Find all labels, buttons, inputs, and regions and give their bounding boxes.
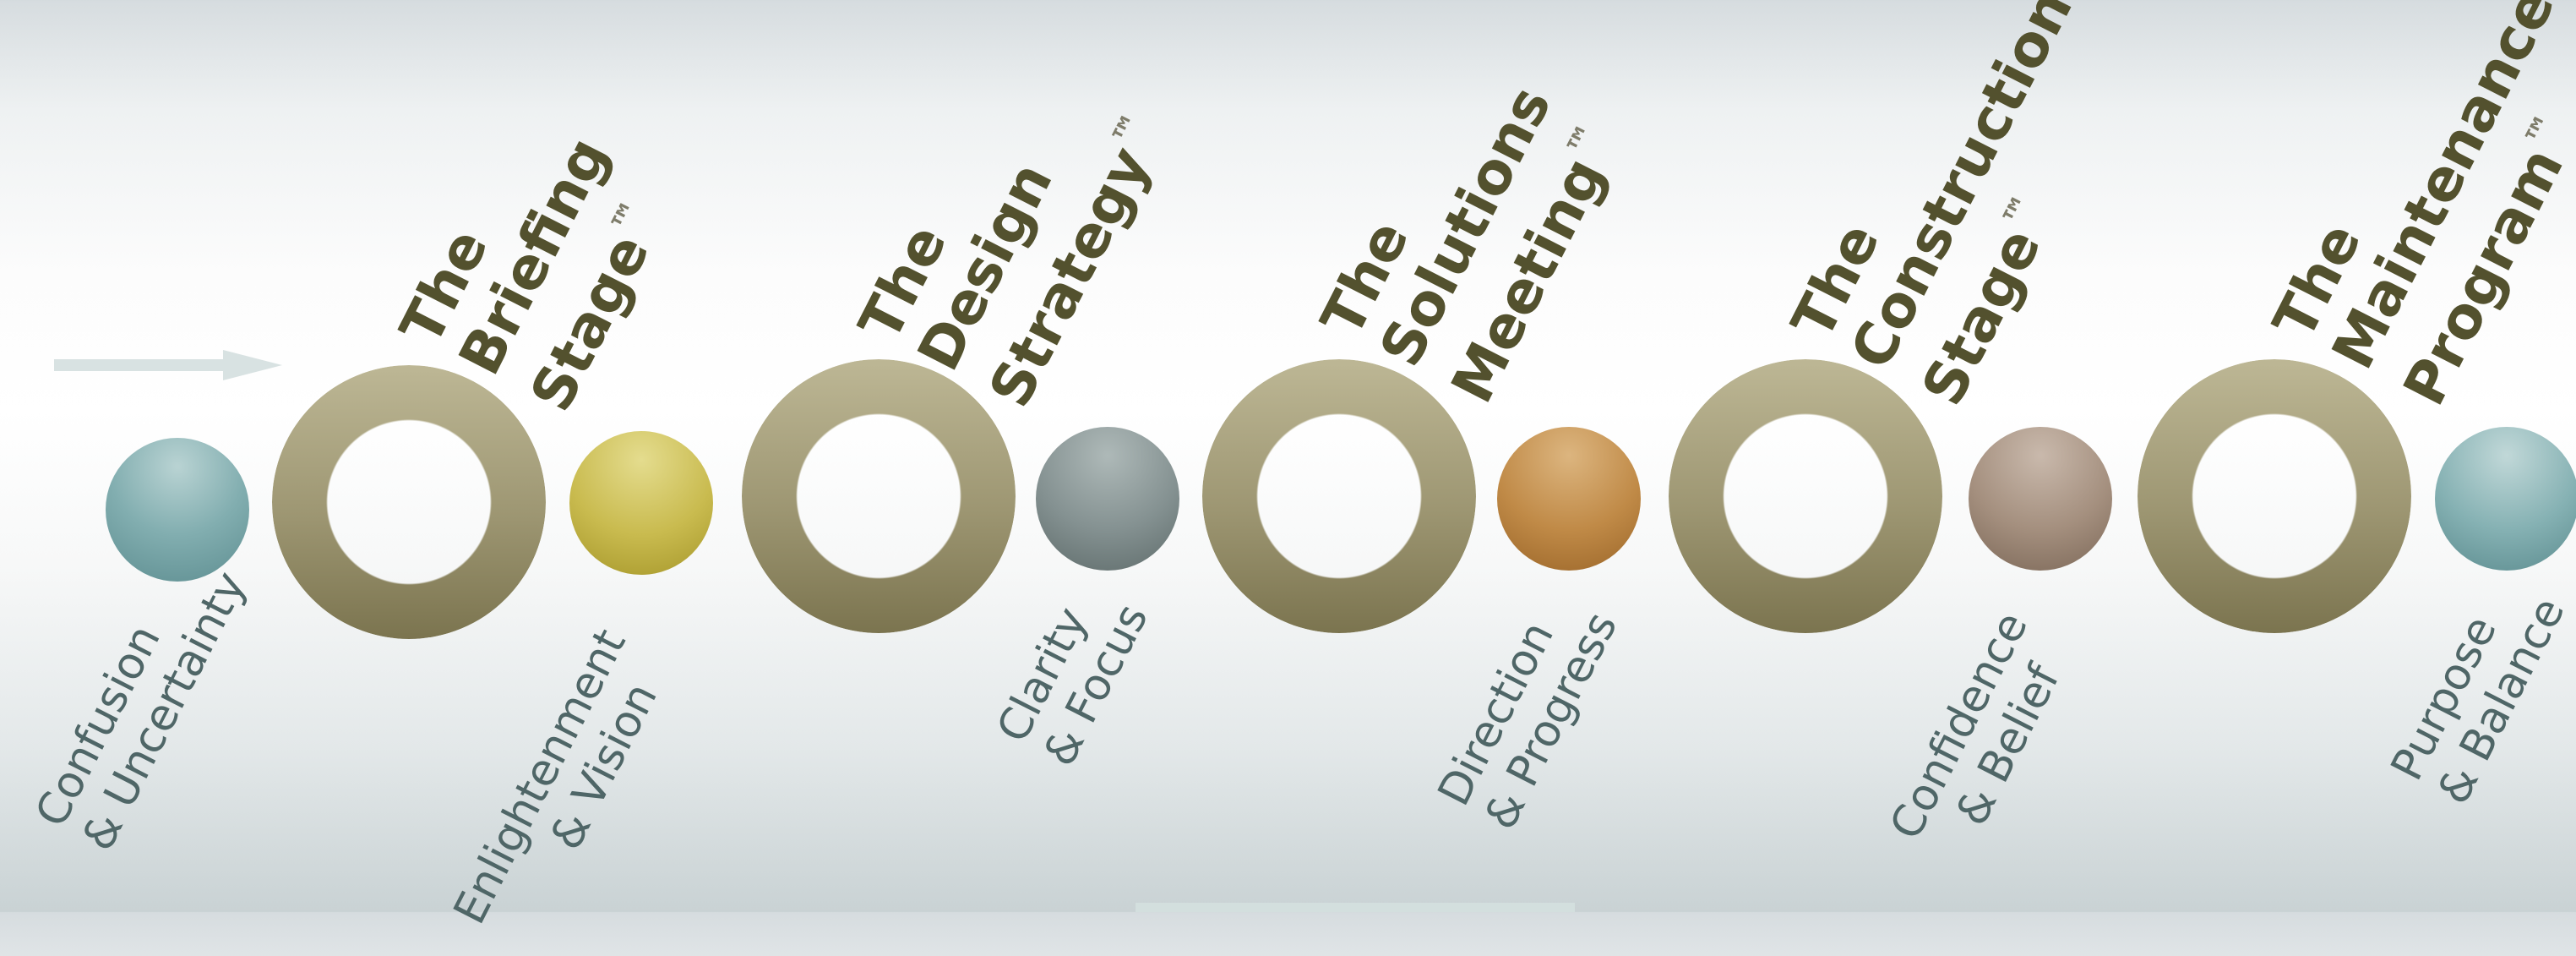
state-label-confusion: Confusion & Uncertainty xyxy=(25,564,257,859)
stage-title-solutions: The Solutions Meeting™ xyxy=(1309,76,1619,413)
stage-ring-construction xyxy=(1669,359,1942,633)
stage-title-construction: The Construction Stage™ xyxy=(1779,0,2087,416)
stage-title-maintenance: The Maintenance Program™ xyxy=(2261,0,2576,416)
bottom-divider xyxy=(1136,903,1575,912)
flow-arrow-icon xyxy=(54,350,282,380)
stage-ring-briefing xyxy=(272,365,546,639)
state-ball-enlightenment xyxy=(569,431,713,575)
state-label-confidence: Confidence & Belief xyxy=(1880,604,2070,848)
state-label-direction: Direction & Progress xyxy=(1428,604,1628,838)
state-ball-direction xyxy=(1497,427,1641,571)
state-ball-purpose xyxy=(2435,427,2576,571)
state-label-purpose: Purpose & Balance xyxy=(2381,589,2575,812)
state-ball-confusion xyxy=(106,438,249,582)
state-ball-clarity xyxy=(1036,427,1179,571)
stage-ring-solutions xyxy=(1202,359,1476,633)
stage-ring-design xyxy=(742,359,1016,633)
state-ball-confidence xyxy=(1969,427,2112,571)
state-label-enlightenment: Enlightenment & Vision xyxy=(444,621,667,932)
state-label-clarity: Clarity & Focus xyxy=(987,596,1158,774)
stage-ring-maintenance xyxy=(2138,359,2411,633)
